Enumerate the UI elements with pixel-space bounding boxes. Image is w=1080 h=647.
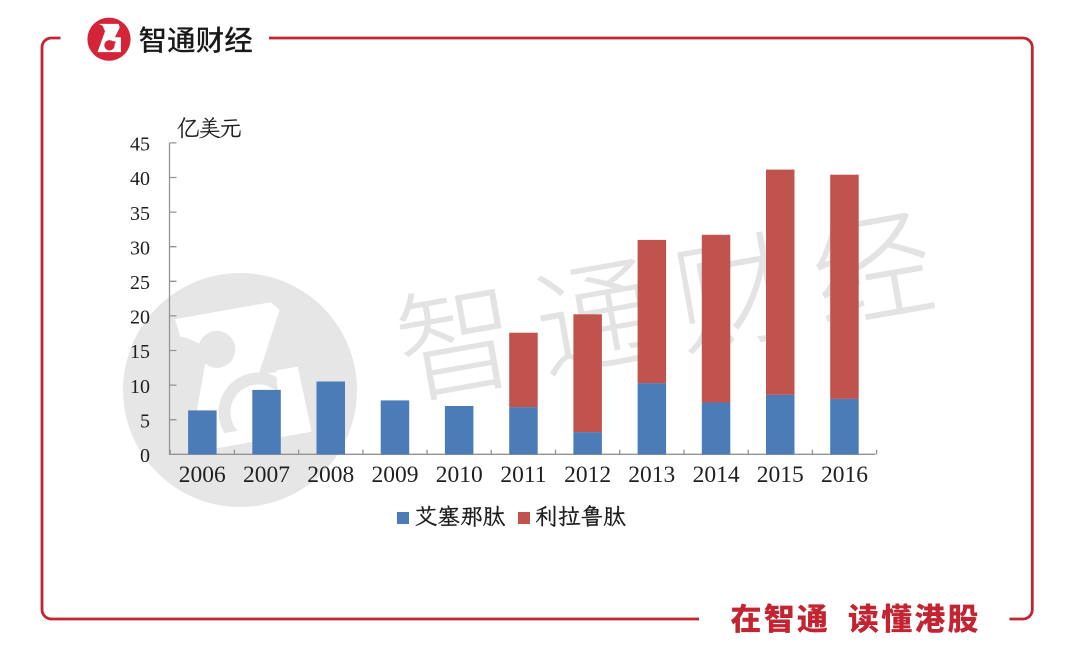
svg-text:0: 0 (140, 445, 150, 467)
svg-text:20: 20 (130, 307, 150, 329)
svg-text:10: 10 (130, 376, 150, 398)
svg-text:2008: 2008 (307, 462, 354, 488)
svg-text:2012: 2012 (564, 462, 611, 488)
svg-text:5: 5 (140, 410, 150, 432)
svg-text:2010: 2010 (436, 462, 483, 488)
svg-text:2013: 2013 (628, 462, 675, 488)
svg-text:40: 40 (130, 168, 150, 190)
svg-text:35: 35 (130, 203, 150, 225)
svg-text:2006: 2006 (179, 462, 226, 488)
svg-text:2009: 2009 (372, 462, 419, 488)
svg-text:2014: 2014 (693, 462, 740, 488)
svg-text:25: 25 (130, 272, 150, 294)
svg-text:15: 15 (130, 341, 150, 363)
svg-text:2016: 2016 (821, 462, 868, 488)
svg-text:2007: 2007 (243, 462, 290, 488)
svg-text:2015: 2015 (757, 462, 804, 488)
svg-text:45: 45 (130, 134, 150, 156)
svg-text:30: 30 (130, 237, 150, 259)
svg-text:2011: 2011 (500, 462, 546, 488)
